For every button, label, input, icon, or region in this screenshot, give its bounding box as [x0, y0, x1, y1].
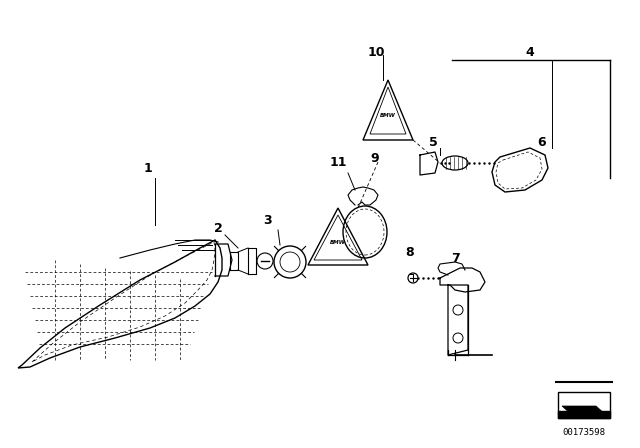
- Text: 10: 10: [367, 46, 385, 59]
- Text: 8: 8: [406, 246, 414, 258]
- Bar: [558, 411, 610, 418]
- Text: 9: 9: [371, 151, 380, 164]
- Text: BMW: BMW: [380, 112, 396, 117]
- Text: 7: 7: [451, 251, 460, 264]
- Text: BMW: BMW: [330, 240, 346, 245]
- Text: 5: 5: [429, 135, 437, 148]
- Text: 3: 3: [264, 214, 272, 227]
- Text: 11: 11: [329, 155, 347, 168]
- Bar: [558, 392, 610, 418]
- Text: 1: 1: [143, 161, 152, 175]
- Text: 00173598: 00173598: [563, 427, 605, 436]
- Polygon shape: [562, 406, 606, 415]
- Text: 2: 2: [214, 221, 222, 234]
- Text: 6: 6: [538, 135, 547, 148]
- Text: 4: 4: [525, 46, 534, 59]
